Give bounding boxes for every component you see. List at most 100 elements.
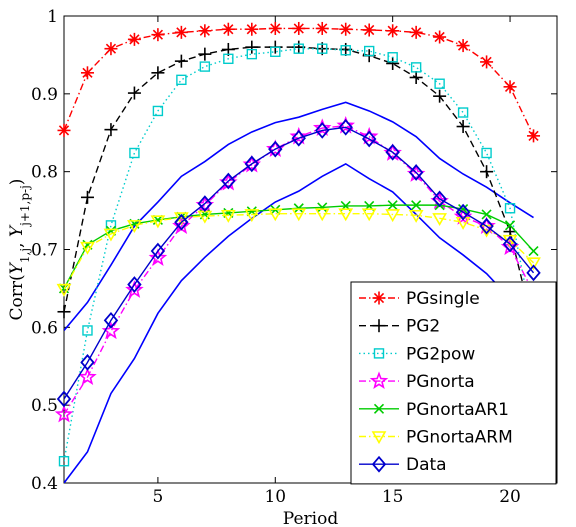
series-line	[64, 47, 535, 462]
data-point	[220, 209, 236, 223]
data-point	[434, 78, 445, 89]
data-point	[289, 126, 309, 145]
data-point	[457, 107, 469, 118]
data-point	[82, 325, 93, 336]
data-point	[244, 209, 260, 223]
legend-entry: PGnortaAR1	[359, 400, 509, 420]
legend-label: PG2	[406, 317, 440, 337]
legend-entry: PG2pow	[359, 344, 475, 364]
data-point	[80, 241, 95, 255]
x-axis-label: Period	[283, 509, 339, 527]
data-point	[371, 431, 387, 445]
y-tick-label: 0.4	[31, 474, 58, 494]
data-point	[369, 371, 389, 389]
y-tick-label: 0.9	[31, 85, 58, 105]
legend-entry: Data	[359, 455, 447, 475]
legend-label: PGnortaARM	[406, 428, 513, 448]
data-point	[338, 118, 353, 136]
data-point	[315, 21, 329, 35]
y-tick-label: 0.8	[31, 163, 58, 183]
data-point	[339, 22, 353, 36]
data-point	[56, 283, 72, 297]
data-point	[197, 210, 213, 224]
data-point	[246, 48, 258, 60]
data-point	[150, 242, 166, 260]
data-point	[373, 403, 385, 414]
data-point	[57, 305, 71, 319]
legend: PGsingle PG2 PG2pow PGnorta PGnortaAR1 PGnort…	[350, 281, 557, 485]
data-point	[174, 25, 188, 39]
series-line	[64, 126, 535, 400]
data-point	[409, 70, 423, 84]
series-PG2pow	[58, 43, 539, 467]
x-tick-label: 20	[499, 487, 521, 507]
band-lower-line	[64, 162, 535, 483]
data-point	[433, 30, 447, 44]
legend-label: PGnorta	[406, 372, 475, 392]
data-point	[386, 56, 400, 70]
data-point	[104, 123, 118, 137]
data-point	[267, 208, 283, 222]
legend-entry: PGsingle	[359, 289, 480, 309]
data-point	[340, 45, 351, 56]
y-tick-label: 0.7	[31, 241, 58, 261]
data-point	[151, 66, 165, 80]
data-point	[197, 195, 213, 212]
data-point	[293, 203, 304, 214]
data-point	[526, 264, 541, 282]
data-point	[363, 45, 375, 57]
data-point	[150, 215, 166, 229]
data-point	[502, 235, 518, 253]
data-point	[268, 21, 282, 35]
data-point	[270, 46, 281, 58]
data-point	[292, 21, 306, 35]
data-point	[223, 53, 234, 65]
data-point	[479, 217, 494, 235]
data-point	[56, 390, 72, 408]
data-point	[362, 23, 376, 37]
data-point	[411, 200, 422, 211]
data-point	[317, 202, 328, 213]
data-point	[481, 147, 492, 159]
data-point	[127, 276, 142, 293]
data-point	[312, 118, 332, 136]
data-point	[432, 213, 447, 226]
data-point	[244, 155, 259, 173]
legend-entry: PG2	[359, 317, 440, 337]
data-point	[58, 456, 70, 467]
data-point	[336, 116, 355, 134]
data-point	[148, 248, 168, 266]
data-point	[174, 54, 188, 68]
data-point	[408, 209, 424, 223]
data-point	[410, 62, 422, 73]
legend-label: PGsingle	[406, 289, 480, 309]
data-point	[503, 80, 517, 94]
data-point	[291, 208, 307, 222]
data-point	[386, 24, 400, 38]
band-upper-line	[64, 101, 534, 331]
data-point	[268, 140, 283, 158]
y-tick-label: 1	[47, 7, 58, 27]
data-point	[129, 147, 140, 159]
data-point	[245, 22, 259, 36]
y-tick-label: 0.5	[31, 396, 58, 416]
data-point	[199, 61, 211, 72]
series-line	[64, 212, 535, 290]
data-point	[151, 28, 165, 42]
series-group	[54, 21, 543, 467]
data-point	[372, 291, 386, 305]
data-point	[456, 120, 470, 134]
data-point	[433, 89, 447, 103]
data-point	[315, 122, 330, 139]
data-point	[221, 22, 235, 36]
data-point	[174, 213, 189, 231]
data-point	[221, 172, 236, 190]
data-point	[125, 280, 144, 298]
data-point	[387, 200, 398, 211]
data-point	[480, 165, 494, 179]
series-Data	[56, 118, 541, 408]
data-point	[504, 220, 516, 231]
data-point	[373, 348, 385, 359]
data-point	[54, 404, 74, 423]
